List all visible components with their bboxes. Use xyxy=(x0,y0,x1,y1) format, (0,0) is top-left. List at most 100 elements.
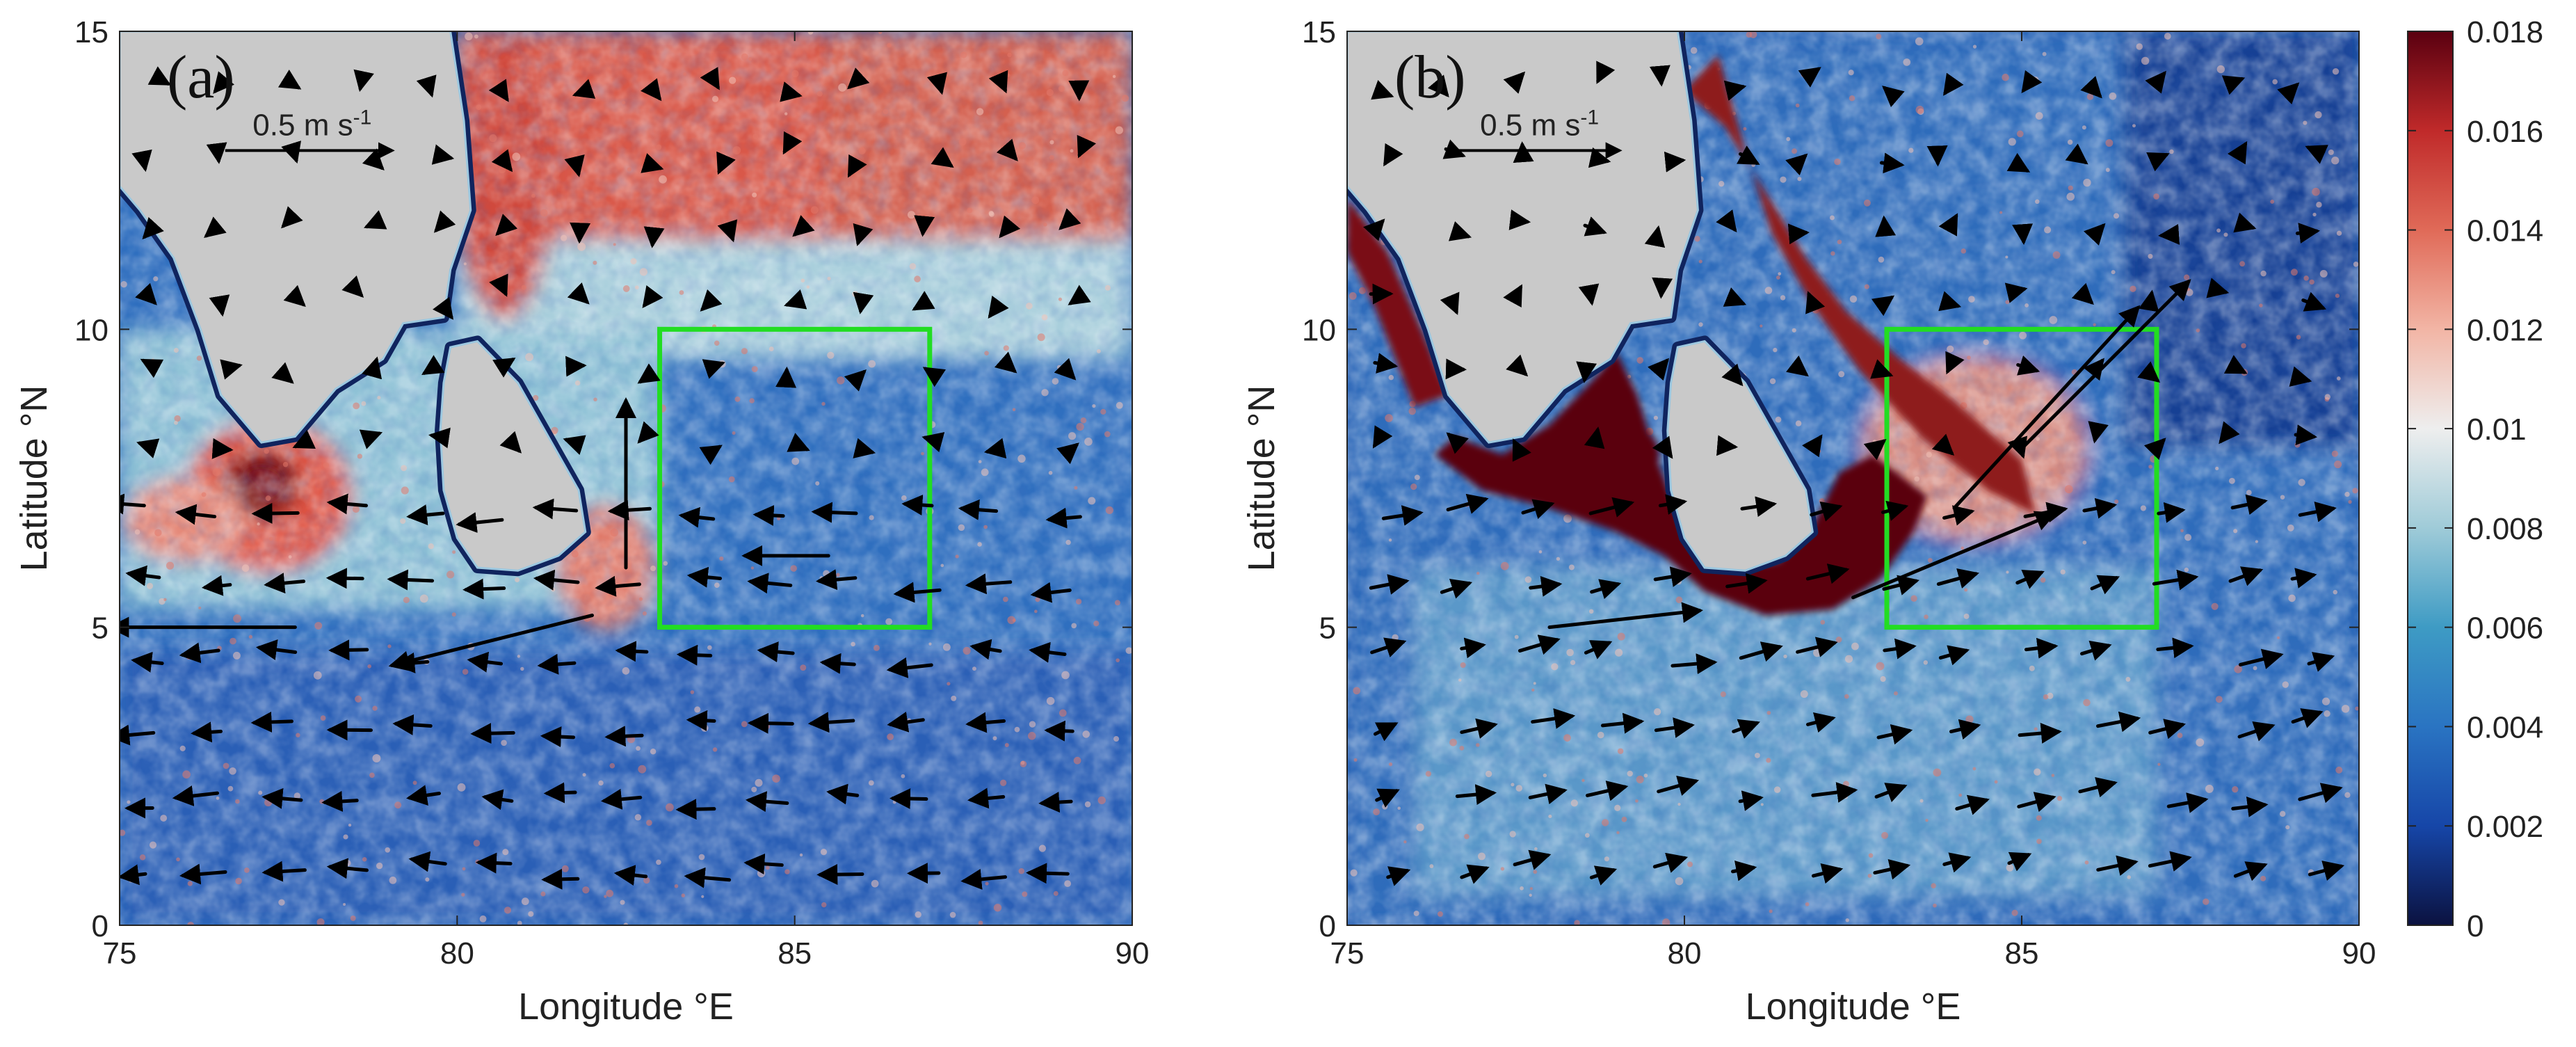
vector-arrow xyxy=(1732,719,1760,739)
vector-arrow xyxy=(847,67,870,90)
vector-arrow xyxy=(1810,501,1843,522)
vector-arrow xyxy=(1955,794,1990,815)
colorbar-tick-label: 0 xyxy=(2467,909,2484,943)
vector-arrow xyxy=(1455,784,1497,806)
scale-arrow-label: 0.5 m s-1 xyxy=(1480,106,1599,143)
vector-arrow xyxy=(787,433,810,452)
vector-arrow xyxy=(1938,645,1970,666)
vector-arrow xyxy=(213,71,234,94)
vector-arrow xyxy=(1371,80,1394,100)
vector-arrow xyxy=(1375,788,1400,808)
vector-arrow xyxy=(408,851,447,872)
vector-arrow xyxy=(264,573,306,594)
vector-arrow-strong xyxy=(2020,279,2191,451)
vector-arrow xyxy=(958,499,999,520)
vector-arrow xyxy=(607,499,652,521)
vector-arrow xyxy=(1874,783,1908,803)
vector-arrow xyxy=(255,639,298,660)
vector-arrow xyxy=(1588,147,1611,168)
vector-arrow xyxy=(960,869,1008,890)
vector-arrow xyxy=(532,498,579,520)
vector-arrow xyxy=(281,206,303,229)
vector-arrow xyxy=(2291,708,2324,728)
vector-arrow xyxy=(2017,792,2056,813)
vector-arrow xyxy=(1584,640,1613,660)
colorbar-tick-label: 0.008 xyxy=(2467,512,2543,546)
vector-arrow xyxy=(1373,353,1399,374)
colorbar-tick-label: 0.002 xyxy=(2467,810,2543,844)
colorbar-tick-label: 0.006 xyxy=(2467,612,2543,646)
colorbar-tick-label: 0.018 xyxy=(2467,15,2543,49)
vector-arrow xyxy=(431,144,455,165)
y-tick-label: 10 xyxy=(1302,313,1336,347)
vector-arrow xyxy=(1740,496,1778,518)
vector-arrow xyxy=(816,864,864,886)
vector-arrow xyxy=(745,791,789,813)
vector-arrow xyxy=(641,153,664,173)
vector-arrow xyxy=(209,294,230,317)
vector-arrow xyxy=(747,712,794,734)
colorbar-tick-label: 0.004 xyxy=(2467,710,2543,744)
vector-arrow xyxy=(1442,139,1466,159)
vector-arrow xyxy=(191,721,223,743)
vector-arrow xyxy=(999,215,1021,239)
vector-arrow xyxy=(2083,358,2104,381)
x-tick-label: 90 xyxy=(2342,936,2376,970)
vector-arrow xyxy=(743,853,784,874)
vector-arrow xyxy=(2018,723,2062,744)
vector-arrow xyxy=(994,351,1017,374)
vector-arrow xyxy=(147,66,172,86)
vector-arrow xyxy=(131,149,152,173)
plot-area xyxy=(120,31,1132,925)
vector-arrow xyxy=(325,568,364,589)
vector-arrow xyxy=(844,369,867,392)
vector-arrow xyxy=(1590,579,1622,600)
vector-arrow xyxy=(807,712,855,733)
land-india xyxy=(1347,31,1699,444)
vector-arrow xyxy=(359,429,383,449)
vector-arrow xyxy=(1785,355,1809,377)
vector-field xyxy=(120,66,1097,890)
vector-arrow xyxy=(912,291,935,311)
vector-arrow xyxy=(131,651,164,673)
vector-arrow xyxy=(1945,351,1965,375)
axes-frame xyxy=(119,31,1133,926)
vector-arrow xyxy=(387,569,435,591)
vector-arrow xyxy=(1506,354,1529,377)
vector-arrow xyxy=(1875,215,1897,237)
vector-arrow xyxy=(2298,502,2337,522)
vector-arrow xyxy=(564,154,585,177)
x-tick-label: 90 xyxy=(1116,936,1150,970)
vector-arrow xyxy=(2084,223,2106,246)
colorbar: 0 0.002 0.004 0.006 0.008 0.01 0.012 0.014 0.016… xyxy=(2407,15,2543,943)
vector-arrow xyxy=(2290,568,2317,589)
vector-arrow xyxy=(1381,505,1424,526)
vector-arrow xyxy=(780,81,803,102)
vector-arrow xyxy=(1721,363,1744,387)
vector-arrow xyxy=(1512,438,1531,462)
vector-arrow xyxy=(481,789,514,810)
vector-arrow xyxy=(637,363,661,384)
vector-arrow xyxy=(2024,637,2059,659)
vector-arrow xyxy=(642,285,663,308)
vector-arrow xyxy=(2012,223,2034,246)
vector-arrow xyxy=(996,138,1018,161)
vector-arrow xyxy=(2004,282,2028,303)
y-tick-label: 5 xyxy=(92,612,108,646)
colorbar-tick-label: 0.012 xyxy=(2467,313,2543,347)
y-tick-label: 15 xyxy=(1302,15,1336,49)
vector-arrow xyxy=(886,657,933,678)
vector-arrow xyxy=(1938,291,1962,312)
vector-arrow xyxy=(1936,568,1979,589)
vector-arrow xyxy=(540,726,576,748)
vector-arrow xyxy=(2007,852,2032,872)
vector-arrow xyxy=(965,712,1006,733)
vector-arrow xyxy=(2065,143,2088,165)
vector-arrow xyxy=(757,641,795,662)
high-value-band xyxy=(1347,55,2036,616)
vector-arrow xyxy=(2223,355,2248,374)
vector-arrow xyxy=(1068,285,1091,305)
colorbar-tick-label: 0.01 xyxy=(2467,413,2527,447)
vector-arrow xyxy=(1657,776,1700,796)
vector-arrow xyxy=(2233,212,2257,233)
